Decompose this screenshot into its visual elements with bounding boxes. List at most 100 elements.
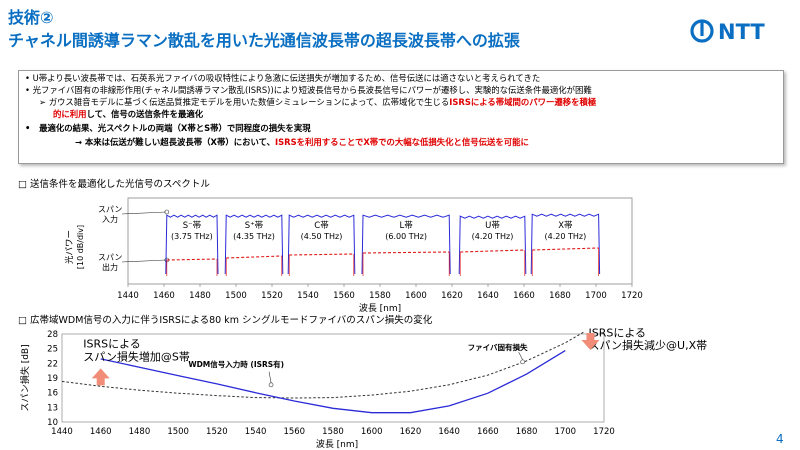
bullet-4: • 最適化の結果、光スペクトルの両端（X帯とS帯）で同程度の損失を実現 <box>25 123 311 133</box>
annotation-right-1: ISRSによる <box>589 326 647 339</box>
decrease-arrow <box>581 333 600 351</box>
input-spectrum-band <box>530 213 601 275</box>
output-spectrum-band <box>532 247 599 251</box>
bullet-5: → 本来は伝送が難しい超長波長帯（X帯）において、ISRSを利用することでX帯で… <box>75 137 529 147</box>
input-spectrum-band <box>165 214 219 275</box>
x-tick-label: 1480 <box>189 291 211 301</box>
output-spectrum-band <box>362 251 450 254</box>
x-tick-label: 1560 <box>283 427 305 437</box>
x-tick-label: 1500 <box>167 427 189 437</box>
x-tick-label: 1720 <box>621 291 643 301</box>
bullet-2: • 光ファイバ固有の非線形作用(チャネル間誘導ラマン散乱(ISRS))により短波… <box>25 85 592 95</box>
y-tick-label: 19 <box>47 374 58 384</box>
y-tick-label: 22 <box>47 359 58 369</box>
input-label-2: 入力 <box>102 214 118 224</box>
input-spectrum-band <box>224 214 284 275</box>
x-tick-label: 1600 <box>405 291 427 301</box>
band-name: U帯 <box>485 220 500 231</box>
annotation-left-2: スパン損失増加@S帯 <box>83 349 190 363</box>
x-tick-label: 1460 <box>90 427 112 437</box>
input-leader <box>121 211 166 215</box>
y-tick-label: 25 <box>47 345 58 355</box>
annotation-right-2: スパン損失減少@U,X帯 <box>589 338 708 352</box>
ntt-logo: NTT <box>690 19 765 44</box>
x-tick-label: 1460 <box>153 291 175 301</box>
x-tick-label: 1700 <box>554 427 576 437</box>
logo-text: NTT <box>718 20 765 44</box>
annotation-left-1: ISRSによる <box>83 338 141 351</box>
x-tick-label: 1540 <box>297 291 319 301</box>
intrinsic-series-label: ファイバ固有損失 <box>468 342 528 352</box>
input-marker <box>164 209 170 215</box>
output-spectrum-band <box>226 255 282 259</box>
increase-arrow <box>91 368 110 386</box>
x-tick-label: 1440 <box>117 291 139 301</box>
band-bandwidth: (4.50 THz) <box>301 232 343 241</box>
y-tick-label: 16 <box>47 389 58 399</box>
isrs-series-label: WDM信号入力時 (ISRS有) <box>188 359 284 369</box>
bullet-3: ➢ ガウス雑音モデルに基づく伝送品質推定モデルを用いた数値シミュレーションによっ… <box>39 97 597 107</box>
output-spectrum-band <box>289 253 354 256</box>
x-tick-label: 1520 <box>206 427 228 437</box>
y-axis-label: スパン損失 [dB] <box>19 344 31 411</box>
band-name: S⁺帯 <box>245 220 264 231</box>
input-spectrum-band <box>287 214 356 275</box>
intrinsic-leader <box>518 351 523 361</box>
band-name: S⁻帯 <box>183 220 202 231</box>
plot-frame <box>127 197 633 285</box>
y-tick-label: 10 <box>47 418 58 428</box>
x-tick-label: 1580 <box>322 427 344 437</box>
x-tick-label: 1560 <box>333 291 355 301</box>
isrs-leader <box>268 371 272 383</box>
x-tick-label: 1520 <box>261 291 283 301</box>
output-label-2: 出力 <box>102 262 118 272</box>
x-tick-label: 1620 <box>441 291 463 301</box>
span-loss-chart: 1440 1460 1480 1500 1520 1540 1560 1580 1600 1620… <box>19 326 708 450</box>
output-spectrum-band <box>166 258 218 261</box>
section-loss-label: □ 広帯域WDM信号の入力に伴うISRSによる80 km シングルモードファイバ… <box>18 315 433 326</box>
y-axis-label: 光パワー <box>64 230 75 264</box>
y-axis-label-unit: [10 dB/div] <box>76 225 85 269</box>
x-tick-label: 1480 <box>129 427 151 437</box>
band-bandwidth: (6.00 THz) <box>385 232 427 241</box>
x-tick-label: 1660 <box>477 427 499 437</box>
output-label-1: スパン <box>98 253 122 262</box>
spectrum-chart: 1440 1460 1480 1500 1520 1540 1560 1580 1600 1620… <box>64 197 643 312</box>
x-tick-label: 1620 <box>400 427 422 437</box>
intrinsic-marker <box>520 359 526 365</box>
x-tick-label: 1500 <box>225 291 247 301</box>
bullet-3-cont: 的に利用して、信号の送信条件を最適化 <box>53 109 204 119</box>
isrs-marker <box>268 382 274 388</box>
bullet-1: • U帯より長い波長帯では、石英系光ファイバの吸収特性により急激に伝送損失が増加… <box>25 73 541 83</box>
y-tick-label: 28 <box>47 330 58 340</box>
section-spectrum-label: □ 送信条件を最適化した光信号のスペクトル <box>18 179 210 190</box>
y-tick-label: 13 <box>47 403 58 413</box>
section-label: 技術② <box>8 8 54 27</box>
band-bandwidth: (3.75 THz) <box>171 232 213 241</box>
x-tick-label: 1680 <box>516 427 538 437</box>
intrinsic-loss-line <box>61 331 585 399</box>
x-tick-label: 1580 <box>369 291 391 301</box>
x-tick-label: 1700 <box>585 291 607 301</box>
band-name: X帯 <box>558 220 573 231</box>
page-number: 4 <box>776 432 784 446</box>
input-spectrum-band <box>361 214 451 275</box>
input-label-1: スパン <box>98 205 122 214</box>
output-spectrum-band <box>460 249 525 253</box>
x-tick-label: 1440 <box>51 427 73 437</box>
x-tick-label: 1640 <box>438 427 460 437</box>
input-spectrum-band <box>458 215 527 275</box>
x-axis-label: 波長 [nm] <box>359 302 401 312</box>
band-bandwidth: (4.20 THz) <box>472 232 514 241</box>
x-axis-label: 波長 [nm] <box>316 438 358 450</box>
band-name: C帯 <box>314 220 329 231</box>
band-bandwidth: (4.20 THz) <box>545 232 587 241</box>
x-tick-label: 1680 <box>549 291 571 301</box>
page-title: チャネル間誘導ラマン散乱を用いた光通信波長帯の超長波長帯への拡張 <box>8 31 520 50</box>
output-leader <box>121 259 166 263</box>
plot-frame <box>61 333 605 423</box>
x-tick-label: 1640 <box>477 291 499 301</box>
x-tick-label: 1660 <box>513 291 535 301</box>
x-tick-label: 1600 <box>361 427 383 437</box>
isrs-loss-line <box>100 350 566 414</box>
